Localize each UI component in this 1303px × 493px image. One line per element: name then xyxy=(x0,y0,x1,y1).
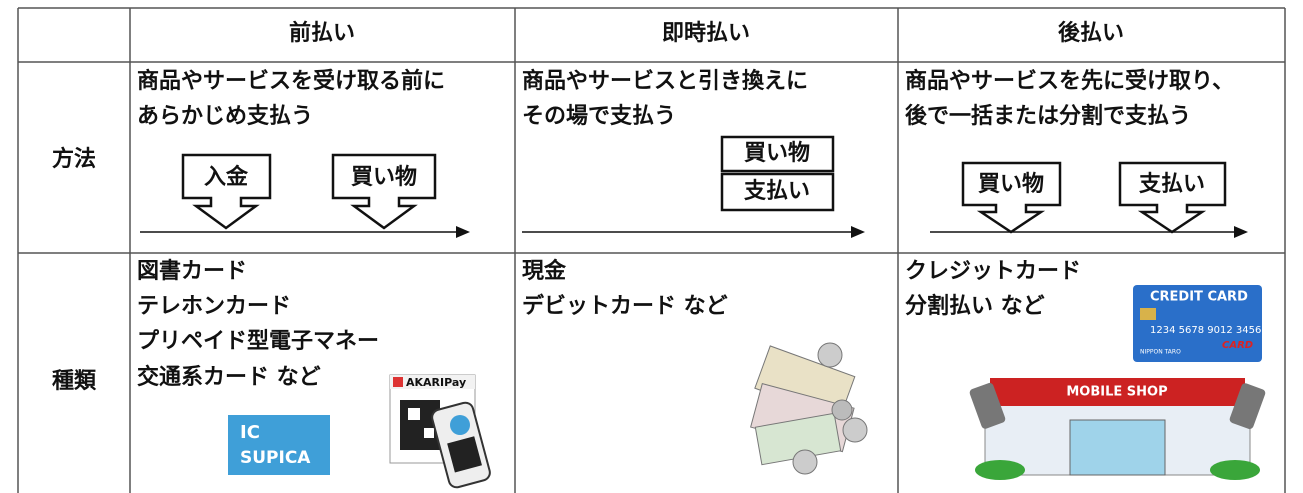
cell-text: 現金 xyxy=(522,258,567,284)
flow-box-label: 支払い xyxy=(1139,172,1205,197)
cell-text: その場で支払う xyxy=(522,104,676,129)
column-header: 即時払い xyxy=(662,21,750,46)
cell-text: デビットカード など xyxy=(522,293,728,319)
cell-text: あらかじめ支払う xyxy=(137,104,313,129)
cell-text: 交通系カード など xyxy=(137,364,321,390)
image-text: AKARIPay xyxy=(406,376,466,389)
cell-text: テレホンカード xyxy=(137,294,291,319)
cell-text: プリペイド型電子マネー xyxy=(137,329,379,354)
flow-box-label: 買い物 xyxy=(978,171,1044,197)
cell-text: 商品やサービスを受け取る前に xyxy=(137,68,445,94)
cell-text: 商品やサービスを先に受け取り、 xyxy=(905,68,1234,94)
column-header: 後払い xyxy=(1058,20,1124,46)
cell-text: クレジットカード xyxy=(905,259,1081,284)
cell-text: 図書カード xyxy=(137,258,247,284)
credit-card-image: CREDIT CARD 1234 5678 9012 3456 NIPPON T… xyxy=(1133,285,1262,362)
image-text: CREDIT CARD xyxy=(1150,290,1248,305)
image-text: NIPPON TARO xyxy=(1140,349,1181,356)
cell-text: 後で一括または分割で支払う xyxy=(905,103,1191,129)
image-text: IC xyxy=(240,422,260,443)
flow-box-label: 買い物 xyxy=(744,140,810,166)
flow-box-label: 買い物 xyxy=(351,164,417,190)
cell-text: 分割払い など xyxy=(905,293,1045,319)
money-image xyxy=(750,342,868,475)
table-grid xyxy=(17,7,1286,493)
image-text: CARD xyxy=(1222,340,1253,351)
row-header: 種類 xyxy=(52,369,97,394)
image-text: MOBILE SHOP xyxy=(1066,385,1167,400)
image-text: 1234 5678 9012 3456 xyxy=(1150,325,1261,336)
flow-diagram: 入金 買い物 買い物 支払い 買い物 支払い xyxy=(140,135,1248,238)
flow-box-label: 入金 xyxy=(204,164,249,190)
ic-card-image: IC SUPICA xyxy=(228,415,330,475)
flow-box-label: 支払い xyxy=(744,179,810,204)
column-header: 前払い xyxy=(289,20,355,46)
mobile-shop-image: MOBILE SHOP xyxy=(969,378,1266,480)
cell-text: 商品やサービスと引き換えに xyxy=(522,68,808,94)
qr-pay-image: AKARIPay xyxy=(389,374,491,489)
image-text: SUPICA xyxy=(240,448,311,468)
row-header: 方法 xyxy=(52,146,96,172)
